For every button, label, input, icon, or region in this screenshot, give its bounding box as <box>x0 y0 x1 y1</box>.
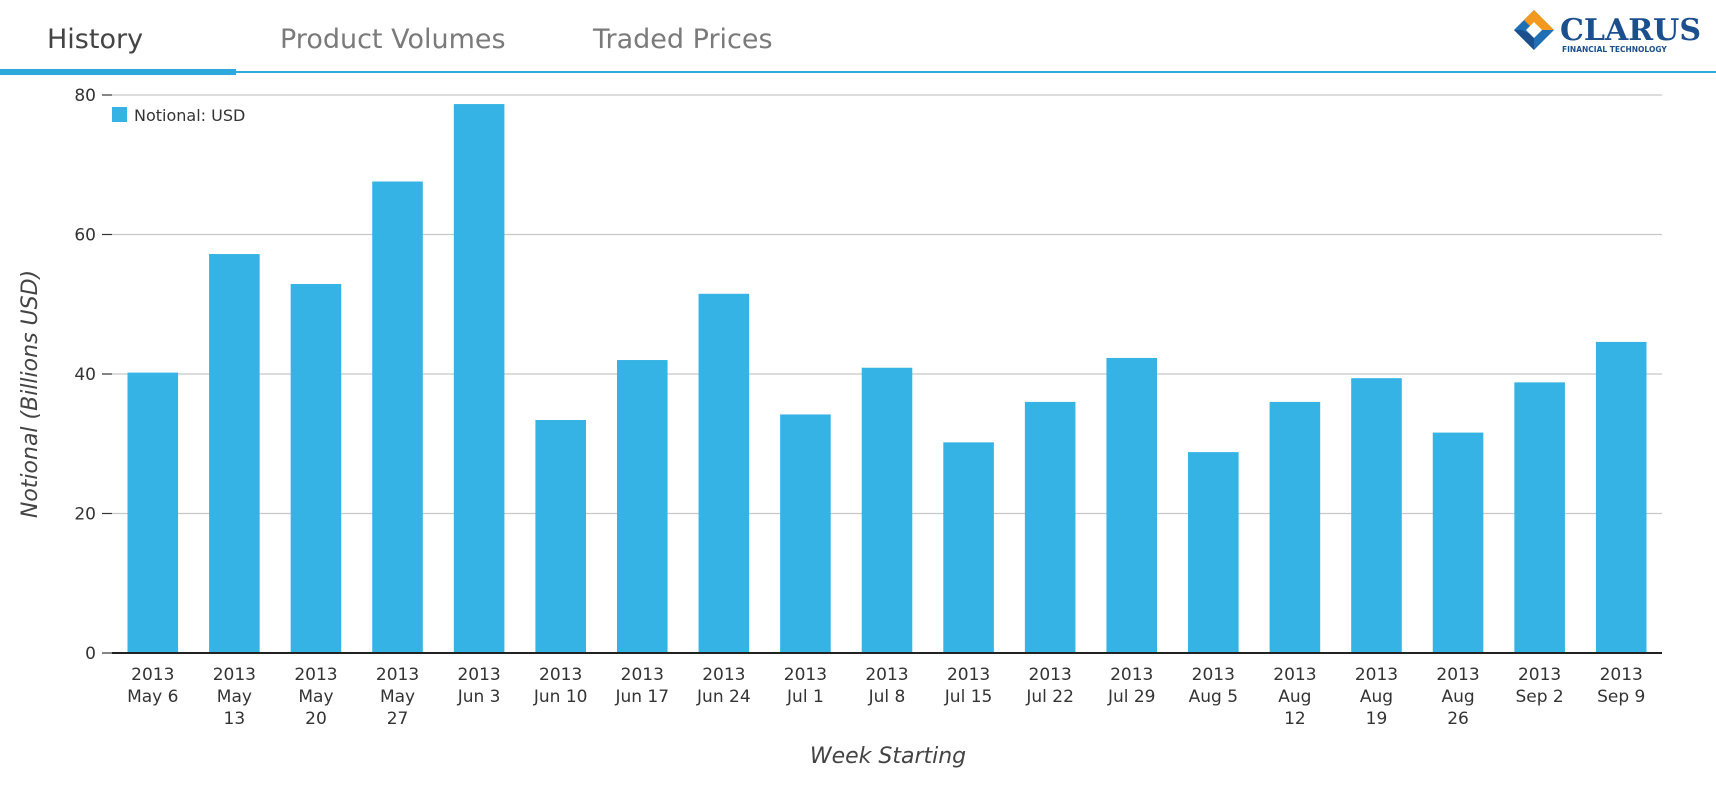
x-tick-label: 2013 Jul 29 <box>1107 665 1156 707</box>
bar[interactable] <box>1351 378 1402 653</box>
bar[interactable] <box>698 293 750 653</box>
y-tick-labels: 0 20 40 60 80 <box>74 86 96 664</box>
bar[interactable] <box>1514 382 1565 653</box>
x-tick-label: 2013 Jun 3 <box>457 665 501 707</box>
x-tick-label: 2013 Jun 10 <box>533 665 588 707</box>
bar[interactable] <box>1269 401 1321 653</box>
x-tick-label: 2013 May 13 <box>213 665 256 729</box>
bar[interactable] <box>453 104 505 653</box>
x-tick-label: 2013 Aug 26 <box>1436 665 1479 729</box>
x-tick-label: 2013 Aug 5 <box>1189 665 1238 707</box>
legend-swatch <box>112 107 127 122</box>
x-tick-label: 2013 Jun 17 <box>614 665 669 707</box>
active-tab-indicator <box>0 69 236 75</box>
x-tick-label: 2013 Jul 1 <box>784 665 827 707</box>
x-tick-label: 2013 May 6 <box>127 665 178 707</box>
bar[interactable] <box>1106 357 1158 653</box>
bar[interactable] <box>616 360 668 653</box>
legend-label: Notional: USD <box>134 106 245 125</box>
x-tick-label: 2013 Jul 8 <box>865 665 908 707</box>
bar[interactable] <box>372 181 423 653</box>
x-tick-label: 2013 Jul 22 <box>1025 665 1074 707</box>
x-tick-label: 2013 Sep 9 <box>1597 665 1645 707</box>
bar[interactable] <box>943 442 994 653</box>
tab-product-volumes[interactable]: Product Volumes <box>280 24 506 55</box>
x-tick-labels: 2013 May 6 2013 May 13 2013 May 20 2013 May 27 2013… <box>127 665 1645 729</box>
clarus-logo: CLARUS FINANCIAL TECHNOLOGY <box>1514 10 1701 54</box>
bar[interactable] <box>1432 432 1484 653</box>
bar[interactable] <box>290 284 342 653</box>
tab-bar-divider <box>0 71 1716 73</box>
gridlines <box>102 94 1662 654</box>
x-tick-label: 2013 Aug 19 <box>1355 665 1398 729</box>
x-tick-label: 2013 May 27 <box>376 665 419 729</box>
x-tick-label: 2013 May 20 <box>294 665 337 729</box>
x-tick-label: 2013 Aug 12 <box>1273 665 1316 729</box>
bar[interactable] <box>535 420 586 653</box>
tab-bar: History Product Volumes Traded Prices CL… <box>0 0 1716 76</box>
y-tick-label: 40 <box>74 365 96 385</box>
x-tick-label: 2013 Sep 2 <box>1515 665 1563 707</box>
y-tick-label: 0 <box>85 644 96 664</box>
logo-wordmark: CLARUS <box>1560 13 1701 48</box>
x-axis-title: Week Starting <box>810 744 966 769</box>
y-tick-label: 80 <box>74 86 96 106</box>
legend: Notional: USD <box>112 106 245 125</box>
bar[interactable] <box>1595 341 1647 653</box>
bar[interactable] <box>861 367 913 653</box>
y-tick-label: 20 <box>74 505 96 525</box>
bar[interactable] <box>127 372 179 653</box>
bars <box>127 104 1647 653</box>
bar[interactable] <box>780 414 831 653</box>
bar[interactable] <box>1024 401 1076 653</box>
y-tick-label: 60 <box>74 226 96 246</box>
y-axis-title: Notional (Billions USD) <box>18 270 43 518</box>
x-tick-label: 2013 Jul 15 <box>944 665 993 707</box>
bar[interactable] <box>209 254 260 653</box>
logo-tagline: FINANCIAL TECHNOLOGY <box>1562 45 1667 54</box>
x-tick-label: 2013 Jun 24 <box>696 665 751 707</box>
tab-history[interactable]: History <box>47 24 144 55</box>
tab-traded-prices[interactable]: Traded Prices <box>593 24 773 55</box>
bar[interactable] <box>1188 452 1239 653</box>
clarus-diamond-icon <box>1514 10 1554 50</box>
